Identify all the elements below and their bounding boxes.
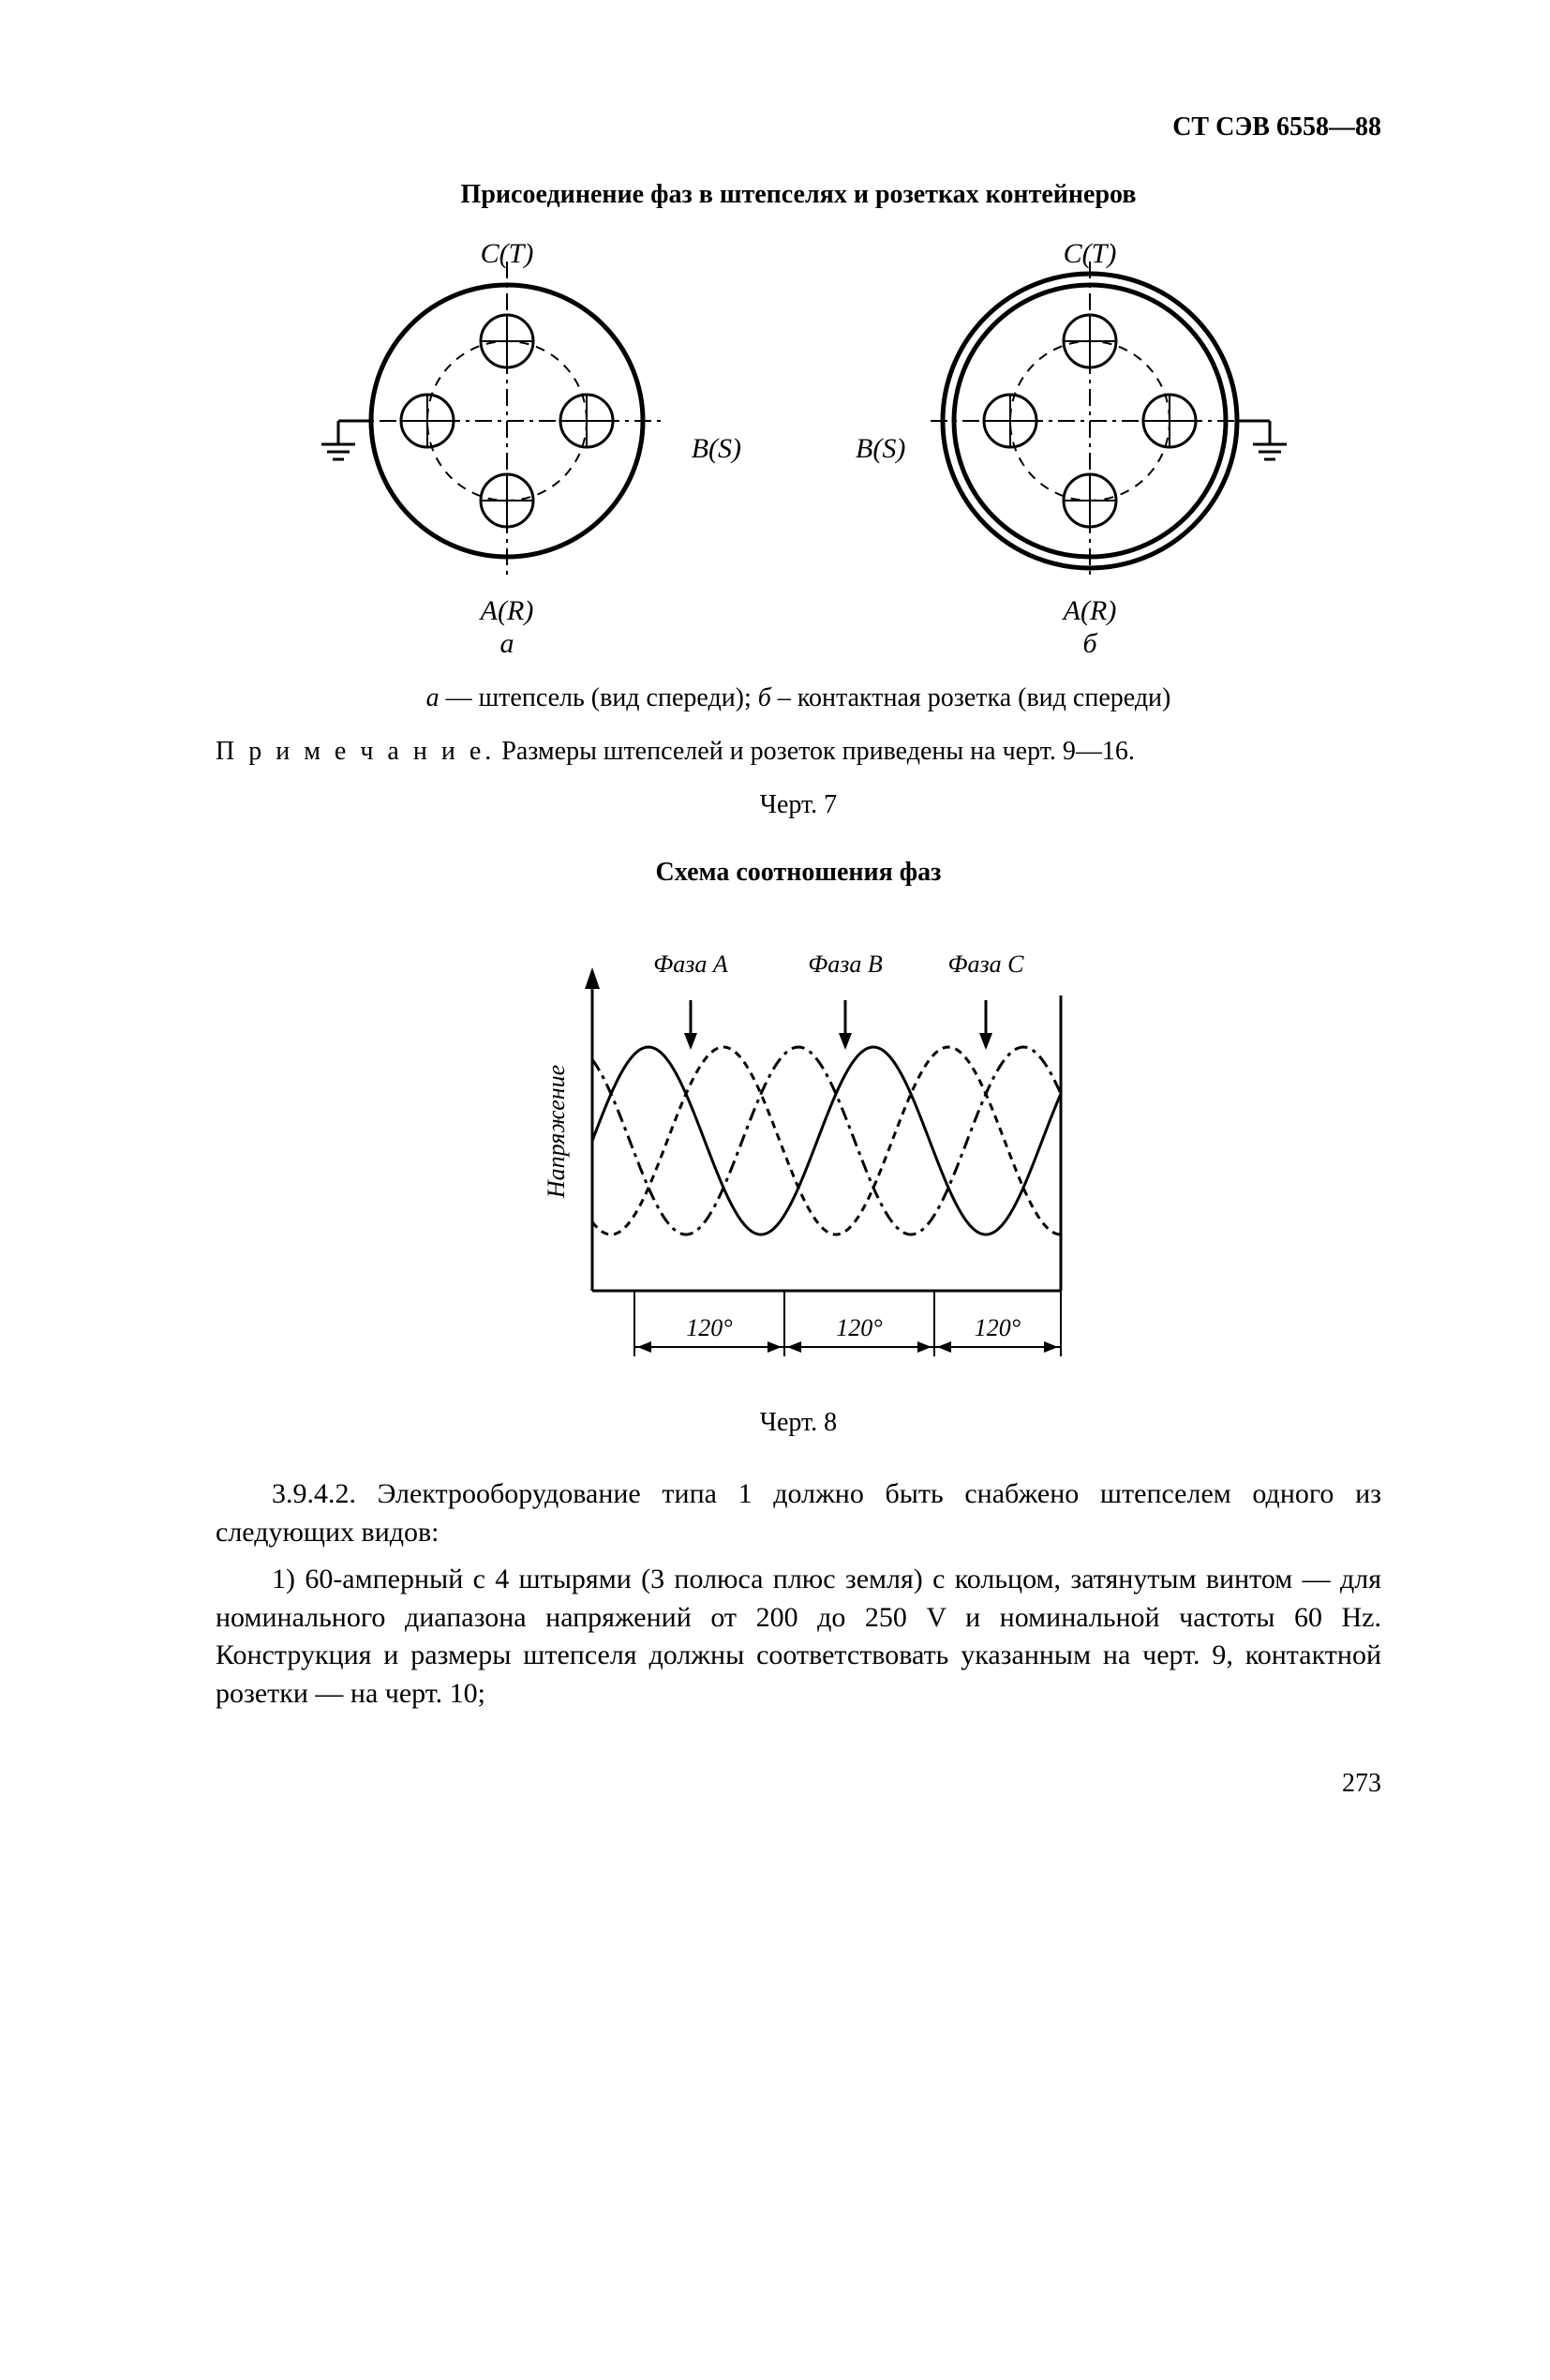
legend-b-text: – контактная розетка (вид спереди) (771, 683, 1171, 712)
page-number: 273 (216, 1769, 1381, 1799)
section2-title: Схема соотношения фаз (216, 858, 1381, 888)
svg-text:Напряжение: Напряжение (543, 1065, 570, 1199)
body-para-2: 1) 60-амперный с 4 штырями (3 полюса плю… (216, 1561, 1381, 1713)
svg-text:Фаза A: Фаза A (653, 951, 728, 978)
connector-a-svg (310, 238, 704, 604)
note-line: П р и м е ч а н и е. Размеры штепселей и… (216, 737, 1381, 767)
svg-text:120°: 120° (686, 1314, 732, 1341)
connector-b-label-variant: б (1082, 628, 1096, 660)
connector-a-label-top: C(T) (481, 238, 534, 270)
legend-a-italic: а (426, 683, 440, 712)
svg-text:Фаза B: Фаза B (808, 951, 883, 978)
diagram-legend: а — штепсель (вид спереди); б – контактн… (216, 683, 1381, 713)
svg-text:Фаза C: Фаза C (948, 951, 1025, 978)
figure7-caption: Черт. 7 (216, 790, 1381, 820)
phase-chart-svg: Напряжение Фаза A Фаза B Фаза C 120° 120° 120° (508, 916, 1089, 1385)
connector-a-diagram: C(T) B(S) A(R) а (273, 238, 741, 660)
figure8-caption: Черт. 8 (216, 1408, 1381, 1438)
connector-b-diagram: C(T) B(S) A(R) б (856, 238, 1324, 660)
connector-a-label-right: B(S) (692, 433, 741, 465)
connector-b-label-left: B(S) (856, 433, 905, 465)
document-code: СТ СЭВ 6558—88 (216, 112, 1381, 142)
legend-b-italic: б (758, 683, 771, 712)
legend-a-text: — штепсель (вид спереди); (440, 683, 758, 712)
svg-text:120°: 120° (836, 1314, 882, 1341)
section1-title: Присоединение фаз в штепселях и розетках… (216, 180, 1381, 210)
connector-a-label-bottom-phase: A(R) (481, 595, 534, 627)
body-para-1: 3.9.4.2. Электрооборудование типа 1 долж… (216, 1475, 1381, 1551)
connector-a-label-variant: а (500, 628, 514, 660)
svg-text:120°: 120° (975, 1314, 1021, 1341)
connector-b-svg (884, 238, 1296, 604)
note-prefix: П р и м е ч а н и е. (216, 737, 495, 766)
connector-b-label-top: C(T) (1064, 238, 1117, 270)
connector-diagrams-row: C(T) B(S) A(R) а C(T) B(S) A(R) б (216, 238, 1381, 660)
connector-b-label-bottom-phase: A(R) (1064, 595, 1117, 627)
phase-chart-wrap: Напряжение Фаза A Фаза B Фаза C 120° 120° 120° (216, 916, 1381, 1385)
note-text: Размеры штепселей и розеток приведены на… (495, 737, 1135, 766)
